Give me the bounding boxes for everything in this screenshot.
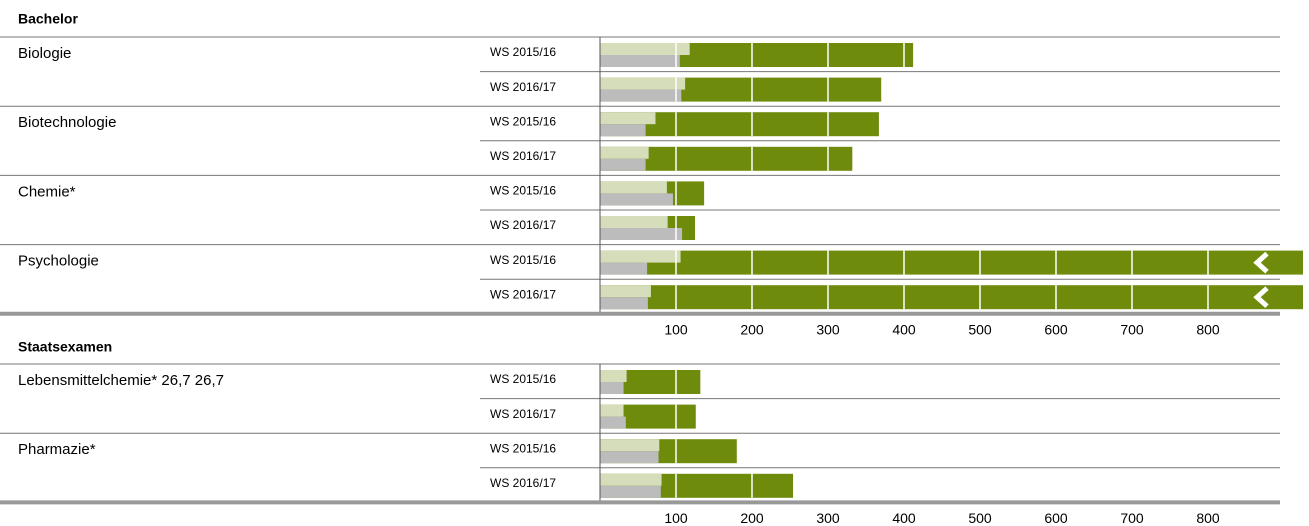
x-tick-label: 600 [1044,322,1068,338]
bar-lower [600,416,626,429]
bar-lower [600,228,683,240]
bar-upper [600,216,668,228]
group-label: Psychologie [18,253,99,270]
bar-lower [600,55,680,67]
x-tick-label: 300 [816,510,840,526]
period-label: WS 2016/17 [490,149,556,163]
x-tick-label: 100 [664,322,688,338]
period-label: WS 2016/17 [490,80,556,94]
bar-lower [600,89,682,102]
period-label: WS 2015/16 [490,372,556,386]
bar-upper [600,439,660,452]
bar-upper [600,250,681,263]
bar-upper [600,77,686,90]
period-label: WS 2016/17 [490,287,556,301]
group-label: Lebensmittelchemie* 26,7 26,7 [18,372,224,389]
x-tick-label: 400 [892,510,916,526]
bar-upper [600,370,627,382]
x-tick-label: 500 [968,322,992,338]
x-tick-label: 200 [740,510,764,526]
bar-upper [600,181,667,194]
x-tick-label: 200 [740,322,764,338]
bar-upper [600,473,662,486]
bar-lower [600,158,646,171]
x-tick-label: 800 [1196,510,1220,526]
x-tick-label: 600 [1044,510,1068,526]
section-title: Staatsexamen [18,339,112,355]
period-label: WS 2015/16 [490,253,556,267]
group-label: Chemie* [18,183,76,200]
bar-total [600,285,1303,310]
period-label: WS 2016/17 [490,476,556,490]
bar-lower [600,382,624,394]
bar-lower [600,451,659,464]
overflow-mark [1253,286,1269,309]
bar-upper [600,404,624,417]
x-tick-label: 700 [1120,322,1144,338]
x-tick-label: 300 [816,322,840,338]
bar-lower [600,193,673,206]
bar-upper [600,285,651,298]
bar-upper [600,146,649,159]
period-label: WS 2015/16 [490,184,556,198]
period-label: WS 2015/16 [490,114,556,128]
bar-lower [600,485,661,498]
section-title: Bachelor [18,11,78,27]
period-label: WS 2015/16 [490,441,556,455]
x-tick-label: 800 [1196,322,1220,338]
period-label: WS 2016/17 [490,218,556,232]
bar-upper [600,43,690,55]
overflow-mark [1253,251,1269,274]
period-label: WS 2016/17 [490,407,556,421]
period-label: WS 2015/16 [490,45,556,59]
group-label: Biologie [18,45,71,62]
x-tick-label: 500 [968,510,992,526]
bar-total [600,250,1303,275]
group-label: Pharmazie* [18,441,96,458]
bar-upper [600,112,656,125]
x-tick-label: 100 [664,510,688,526]
x-tick-label: 700 [1120,510,1144,526]
bar-lower [600,262,648,275]
x-tick-label: 400 [892,322,916,338]
group-label: Biotechnologie [18,114,116,131]
bar-lower [600,124,646,137]
bar-lower [600,297,648,310]
